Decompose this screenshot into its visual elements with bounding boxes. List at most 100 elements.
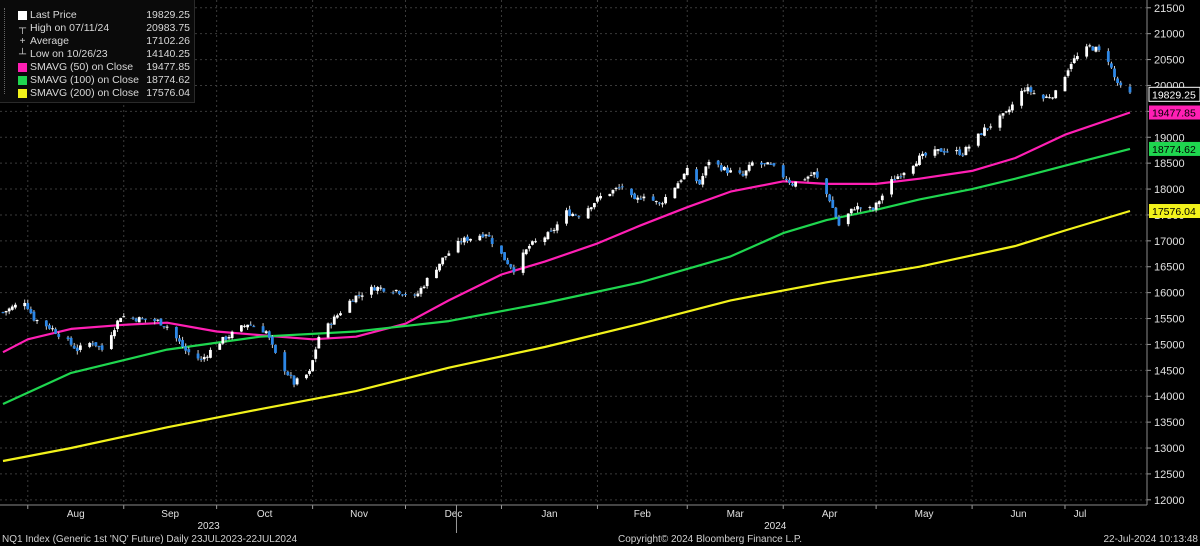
candle-body — [264, 331, 268, 334]
candle-body — [772, 163, 776, 166]
candle-body — [354, 295, 358, 303]
footer-left-text: NQ1 Index (Generic 1st 'NQ' Future) Dail… — [2, 534, 298, 545]
candle-body — [701, 176, 705, 185]
candle-body — [1041, 94, 1045, 99]
candle-body — [1116, 78, 1120, 83]
x-tick-label: Feb — [634, 509, 652, 520]
candle-body — [849, 208, 853, 214]
candle-body — [741, 173, 745, 176]
candle-body — [942, 150, 946, 153]
legend-item-high[interactable]: ┬ High on 07/11/24 20983.75 — [0, 22, 194, 35]
candle-body — [815, 171, 819, 178]
candle-body — [4, 311, 8, 313]
candle-body — [803, 179, 807, 181]
candle-body — [79, 345, 82, 350]
candle-body — [729, 170, 732, 173]
candle-body — [274, 344, 277, 353]
candle-body — [571, 213, 575, 217]
candle-body — [416, 293, 420, 297]
x-tick-label: Jan — [541, 509, 557, 520]
moving-average-line — [2, 111, 1131, 354]
candle-body — [1085, 46, 1089, 57]
candle-body — [292, 375, 296, 385]
candle-body — [661, 203, 664, 205]
candle-body — [174, 326, 178, 339]
candle-body — [478, 235, 482, 241]
legend-rows: Last Price 19829.25 ┬ High on 07/11/24 2… — [0, 9, 194, 100]
legend-item-average[interactable]: + Average 17102.26 — [0, 35, 194, 48]
candle-body — [289, 374, 293, 376]
y-tick-label: 16500 — [1154, 262, 1185, 274]
candle-body — [868, 207, 872, 209]
candle-body — [196, 353, 200, 359]
legend-item-smavg-200[interactable]: SMAVG (200) on Close 17576.04 — [0, 87, 194, 100]
candle-body — [899, 176, 903, 178]
y-tick-label: 13000 — [1154, 443, 1185, 455]
candle-body — [939, 148, 943, 152]
candle-body — [199, 358, 203, 360]
candle-body — [986, 128, 989, 130]
candle-body — [983, 127, 986, 136]
candle-body — [1010, 104, 1014, 111]
legend-item-smavg-100[interactable]: SMAVG (100) on Close 18774.62 — [0, 74, 194, 87]
candle-body — [716, 160, 720, 165]
candle-body — [270, 336, 274, 345]
candle-body — [809, 175, 813, 177]
legend-item-low[interactable]: ┴ Low on 10/26/23 14140.25 — [0, 48, 194, 61]
candle-body — [1051, 97, 1054, 99]
candle-body — [874, 202, 878, 210]
x-tick-label: May — [915, 509, 934, 520]
value-tags: 19829.25 19477.85 18774.62 17576.04 — [1148, 86, 1200, 219]
candle-body — [673, 187, 677, 199]
candle-body — [326, 323, 330, 338]
candle-body — [998, 115, 1002, 128]
candle-body — [657, 202, 661, 204]
candle-body — [890, 179, 893, 195]
candle-body — [305, 374, 308, 379]
candle-body — [1004, 111, 1008, 113]
average-marker-icon: + — [19, 36, 26, 47]
candle-body — [769, 163, 773, 165]
y-tick-label: 16000 — [1154, 288, 1185, 300]
candle-body — [165, 326, 169, 328]
white-square-icon — [18, 11, 27, 20]
x-tick-label: Jul — [1074, 509, 1087, 520]
candle-body — [376, 287, 380, 291]
candle-body — [933, 149, 937, 156]
candle-body — [958, 149, 962, 155]
candle-body — [51, 328, 54, 330]
candle-body — [760, 162, 763, 165]
candle-body — [335, 315, 339, 318]
candle-body — [1063, 76, 1067, 92]
legend-value: 19829.25 — [146, 9, 190, 21]
candle-body — [332, 316, 336, 325]
candle-body — [726, 167, 729, 174]
candle-body — [441, 257, 445, 265]
moving-average-line — [2, 147, 1131, 406]
y-tick-label: 18500 — [1154, 158, 1185, 170]
smavg100-tag-box — [1149, 141, 1200, 156]
y-tick-label: 18000 — [1154, 184, 1185, 196]
candle-body — [122, 316, 126, 318]
candle-body — [914, 163, 918, 167]
y-tick-label: 21000 — [1154, 29, 1185, 41]
candle-body — [961, 154, 965, 156]
candle-body — [763, 163, 767, 165]
candle-body — [679, 180, 683, 182]
candle-body — [1026, 87, 1030, 92]
candle-body — [719, 165, 723, 171]
candle-body — [707, 161, 711, 166]
legend-label: High on 07/11/24 — [30, 22, 110, 34]
candle-body — [162, 326, 166, 328]
candle-body — [159, 318, 163, 326]
legend-item-smavg-50[interactable]: SMAVG (50) on Close 19477.85 — [0, 61, 194, 74]
candle-body — [490, 238, 494, 244]
legend-drag-handle[interactable] — [4, 8, 10, 94]
candle-body — [7, 308, 11, 312]
x-tick-label: Apr — [822, 509, 838, 520]
legend-label: Average — [30, 35, 69, 47]
candle-body — [859, 207, 863, 209]
candle-body — [911, 165, 915, 174]
candle-body — [546, 232, 550, 240]
legend-item-last-price[interactable]: Last Price 19829.25 — [0, 9, 194, 22]
